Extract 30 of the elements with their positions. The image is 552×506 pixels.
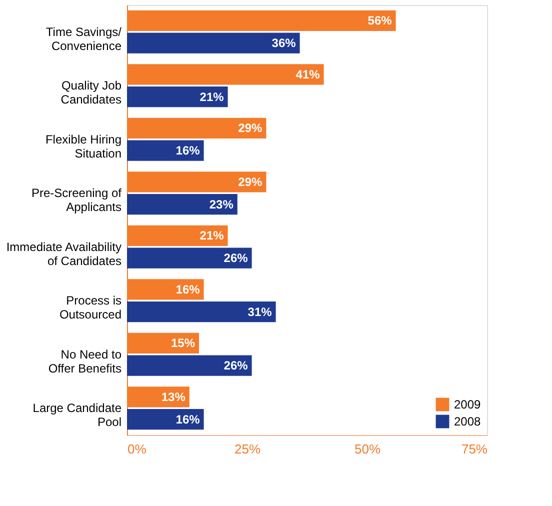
data-label: 29%	[238, 121, 263, 136]
y-tick-label: Large Candidate Pool	[32, 401, 122, 430]
y-tick-label: Immediate Availability of Candidates	[6, 240, 122, 268]
data-label: 36%	[272, 36, 296, 50]
data-label: 15%	[170, 336, 196, 350]
data-label: 13%	[161, 390, 186, 404]
data-label: 31%	[248, 304, 272, 319]
y-tick-label: Pre-Screening of Applicants	[31, 186, 122, 214]
data-label: 26%	[224, 251, 248, 266]
data-label: 29%	[238, 174, 263, 189]
y-tick-label: Process is Outsourced	[59, 294, 122, 322]
y-tick-label: No Need to Offer Benefits	[48, 347, 122, 376]
legend-label: 2009	[454, 398, 482, 412]
data-label: 21%	[200, 228, 224, 243]
y-tick-label: Flexible Hiring Situation	[45, 132, 122, 160]
x-tick-label: 50%	[354, 442, 381, 456]
data-label: 23%	[209, 197, 234, 212]
x-tick-label: 0%	[128, 442, 147, 456]
data-label: 56%	[368, 14, 392, 28]
y-tick-label: Time Savings/ Convenience	[46, 24, 122, 53]
y-tick-label: Quality Job Candidates	[60, 78, 122, 107]
x-tick-label: 25%	[234, 442, 261, 456]
data-label: 16%	[176, 282, 200, 296]
data-label: 16%	[176, 412, 200, 426]
data-label: 26%	[224, 358, 248, 373]
data-label: 21%	[200, 90, 224, 104]
legend-label: 2008	[454, 414, 482, 428]
x-tick-label: 75%	[461, 442, 488, 456]
data-label: 16%	[176, 144, 200, 158]
data-label: 41%	[296, 67, 320, 82]
